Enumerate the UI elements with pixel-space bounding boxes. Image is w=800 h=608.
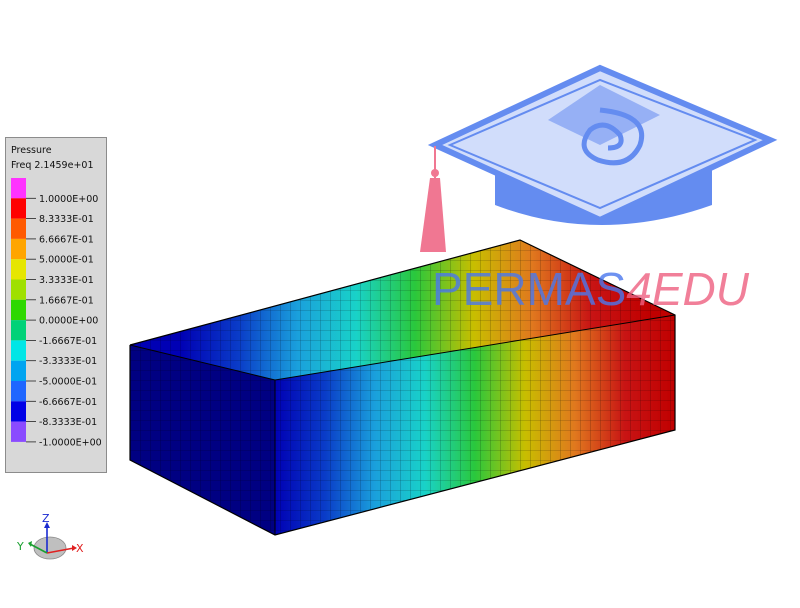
- triad-sphere-icon: [33, 536, 67, 560]
- legend-swatch: [11, 178, 26, 199]
- legend-label: 1.0000E+00: [39, 194, 98, 205]
- triad-y-label: Y: [16, 540, 24, 553]
- legend-label: -1.0000E+00: [39, 437, 102, 448]
- legend-swatch: [11, 259, 26, 280]
- legend-swatch: [11, 401, 26, 422]
- legend-label: -6.6667E-01: [39, 397, 97, 408]
- legend-swatch: [11, 320, 26, 341]
- axis-triad: Z Y X: [16, 512, 84, 560]
- legend-label: 3.3333E-01: [39, 275, 94, 286]
- mesh-front-face-grid: [275, 315, 675, 535]
- legend-swatch: [11, 238, 26, 260]
- mesh-top-face-grid: [130, 240, 675, 380]
- legend-swatch: [11, 279, 26, 300]
- legend-label: -5.0000E-01: [39, 377, 97, 388]
- fe-mesh-block[interactable]: [129, 239, 676, 536]
- legend-swatch: [11, 360, 26, 381]
- legend-label: 0.0000E+00: [39, 316, 98, 327]
- legend-swatch: [11, 340, 26, 361]
- legend-label: -8.3333E-01: [39, 417, 97, 428]
- legend-label: 8.3333E-01: [39, 214, 94, 225]
- brand-watermark: PERMAS4EDU: [432, 263, 750, 315]
- legend-subtitle: Freq 2.1459e+01: [11, 160, 94, 171]
- graduation-cap-logo: [420, 64, 778, 252]
- brand-text-4edu: 4EDU: [626, 263, 749, 315]
- triad-z-label: Z: [42, 512, 50, 525]
- legend-label: -3.3333E-01: [39, 356, 97, 367]
- legend-swatch: [11, 218, 26, 239]
- legend-title: Pressure: [11, 145, 52, 156]
- legend-color-scale: 1.0000E+00 8.3333E-01 6.6667E-01 5.0000E-01…: [11, 178, 102, 448]
- triad-x-label: X: [76, 542, 84, 555]
- legend-label: 1.6667E-01: [39, 295, 94, 306]
- legend-swatch: [11, 198, 26, 219]
- legend-swatch: [11, 299, 26, 321]
- legend-swatch: [11, 421, 26, 442]
- mesh-left-face-grid: [130, 345, 275, 535]
- pressure-legend: Pressure Freq 2.1459e+01 1.0000E+00 8.333…: [5, 137, 107, 473]
- legend-label: 5.0000E-01: [39, 255, 94, 266]
- legend-label: -1.6667E-01: [39, 336, 97, 347]
- legend-swatch: [11, 381, 26, 402]
- brand-text-permas: PERMAS: [432, 263, 626, 315]
- legend-label: 6.6667E-01: [39, 234, 94, 245]
